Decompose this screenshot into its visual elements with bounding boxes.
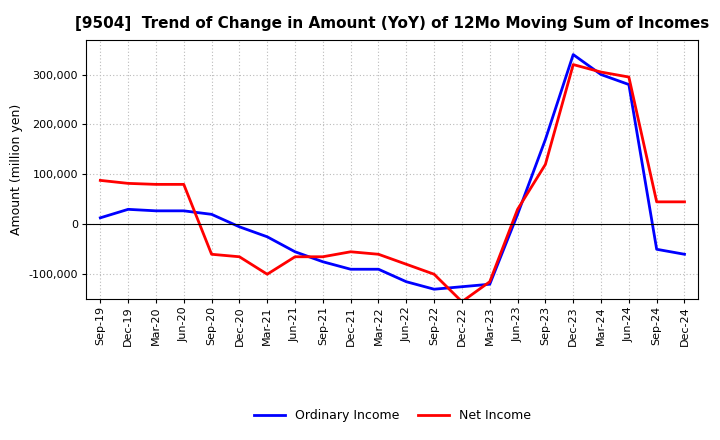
Ordinary Income [652, 247, 661, 252]
Net Income [541, 162, 550, 167]
Net Income [430, 271, 438, 277]
Net Income [179, 182, 188, 187]
Ordinary Income [680, 252, 689, 257]
Net Income [318, 254, 327, 260]
Ordinary Income [485, 282, 494, 287]
Net Income [152, 182, 161, 187]
Ordinary Income [346, 267, 355, 272]
Ordinary Income [458, 284, 467, 290]
Net Income [485, 279, 494, 284]
Title: [9504]  Trend of Change in Amount (YoY) of 12Mo Moving Sum of Incomes: [9504] Trend of Change in Amount (YoY) o… [76, 16, 709, 32]
Ordinary Income [152, 208, 161, 213]
Ordinary Income [402, 279, 410, 284]
Net Income [680, 199, 689, 205]
Ordinary Income [235, 224, 243, 229]
Ordinary Income [179, 208, 188, 213]
Ordinary Income [318, 259, 327, 264]
Ordinary Income [207, 212, 216, 217]
Net Income [124, 181, 132, 186]
Ordinary Income [624, 82, 633, 87]
Net Income [652, 199, 661, 205]
Ordinary Income [597, 72, 606, 77]
Ordinary Income [541, 137, 550, 142]
Net Income [291, 254, 300, 260]
Ordinary Income [430, 286, 438, 292]
Ordinary Income [374, 267, 383, 272]
Net Income [263, 271, 271, 277]
Net Income [597, 70, 606, 75]
Y-axis label: Amount (million yen): Amount (million yen) [10, 104, 23, 235]
Ordinary Income [124, 207, 132, 212]
Net Income [346, 249, 355, 254]
Net Income [96, 178, 104, 183]
Ordinary Income [291, 249, 300, 254]
Ordinary Income [569, 52, 577, 57]
Net Income [374, 252, 383, 257]
Net Income [458, 299, 467, 304]
Net Income [207, 252, 216, 257]
Ordinary Income [96, 215, 104, 220]
Ordinary Income [263, 234, 271, 239]
Legend: Ordinary Income, Net Income: Ordinary Income, Net Income [248, 404, 536, 427]
Net Income [569, 62, 577, 67]
Net Income [624, 74, 633, 80]
Ordinary Income [513, 212, 522, 217]
Net Income [235, 254, 243, 260]
Net Income [513, 207, 522, 212]
Line: Ordinary Income: Ordinary Income [100, 55, 685, 289]
Line: Net Income: Net Income [100, 65, 685, 302]
Net Income [402, 262, 410, 267]
